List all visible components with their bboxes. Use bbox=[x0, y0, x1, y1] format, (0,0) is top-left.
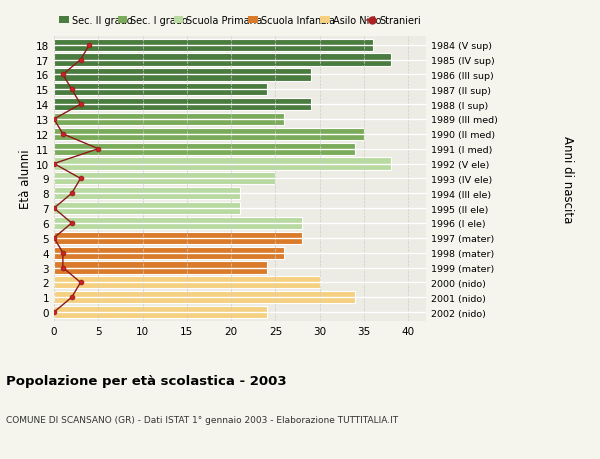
Bar bbox=[54, 188, 240, 200]
Bar bbox=[54, 173, 275, 185]
Bar bbox=[54, 247, 284, 259]
Bar bbox=[54, 306, 266, 319]
Bar bbox=[54, 54, 391, 67]
Bar bbox=[54, 232, 302, 244]
Text: COMUNE DI SCANSANO (GR) - Dati ISTAT 1° gennaio 2003 - Elaborazione TUTTITALIA.I: COMUNE DI SCANSANO (GR) - Dati ISTAT 1° … bbox=[6, 415, 398, 425]
Bar bbox=[54, 69, 311, 81]
Bar bbox=[54, 129, 364, 140]
Bar bbox=[54, 277, 320, 289]
Bar bbox=[54, 114, 284, 126]
Bar bbox=[54, 262, 266, 274]
Bar bbox=[54, 84, 266, 96]
Text: Popolazione per età scolastica - 2003: Popolazione per età scolastica - 2003 bbox=[6, 374, 287, 387]
Y-axis label: Età alunni: Età alunni bbox=[19, 149, 32, 209]
Bar bbox=[54, 218, 302, 230]
Bar bbox=[54, 158, 391, 170]
Legend: Sec. II grado, Sec. I grado, Scuola Primaria, Scuola Infanzia, Asilo Nido, Stran: Sec. II grado, Sec. I grado, Scuola Prim… bbox=[59, 16, 421, 26]
Bar bbox=[54, 99, 311, 111]
Bar bbox=[54, 143, 355, 156]
Bar bbox=[54, 291, 355, 304]
Y-axis label: Anni di nascita: Anni di nascita bbox=[561, 135, 574, 223]
Bar bbox=[54, 202, 240, 215]
Bar bbox=[54, 39, 373, 52]
